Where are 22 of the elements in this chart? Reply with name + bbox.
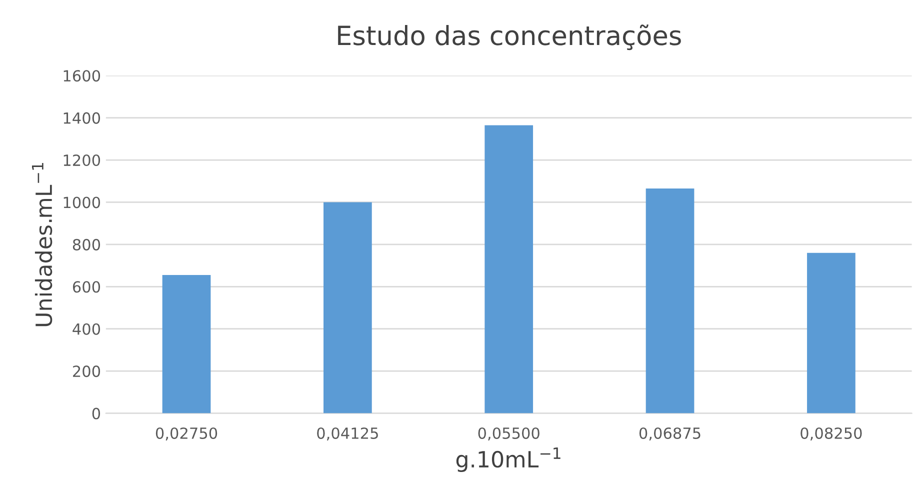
y-tick-label: 200 [73,366,100,378]
bar [646,188,694,414]
x-axis-title: g.10mL$^{−1}$ [456,448,560,472]
y-tick-label: 1000 [64,196,100,208]
bar [324,202,372,414]
y-tick-label: 0 [92,408,100,420]
bar [162,275,211,414]
chart-title: Estudo das concentrações [338,24,681,50]
x-tick-label: 0,05500 [478,427,540,441]
x-tick-label: 0,08250 [800,427,862,441]
y-axis-title: Unidades.mL$^{−1}$ [32,163,52,326]
bar [807,252,856,414]
y-tick-label: 1200 [64,154,100,166]
x-tick-label: 0,02750 [156,427,218,441]
y-tick-label: 1400 [64,112,100,124]
x-tick-label: 0,06875 [639,427,700,441]
y-tick-label: 800 [72,238,100,250]
y-tick-label: 600 [72,281,100,293]
y-tick-label: 400 [72,323,100,335]
y-tick-label: 1600 [64,70,100,82]
bar [484,125,534,414]
x-tick-label: 0,04125 [317,427,378,441]
